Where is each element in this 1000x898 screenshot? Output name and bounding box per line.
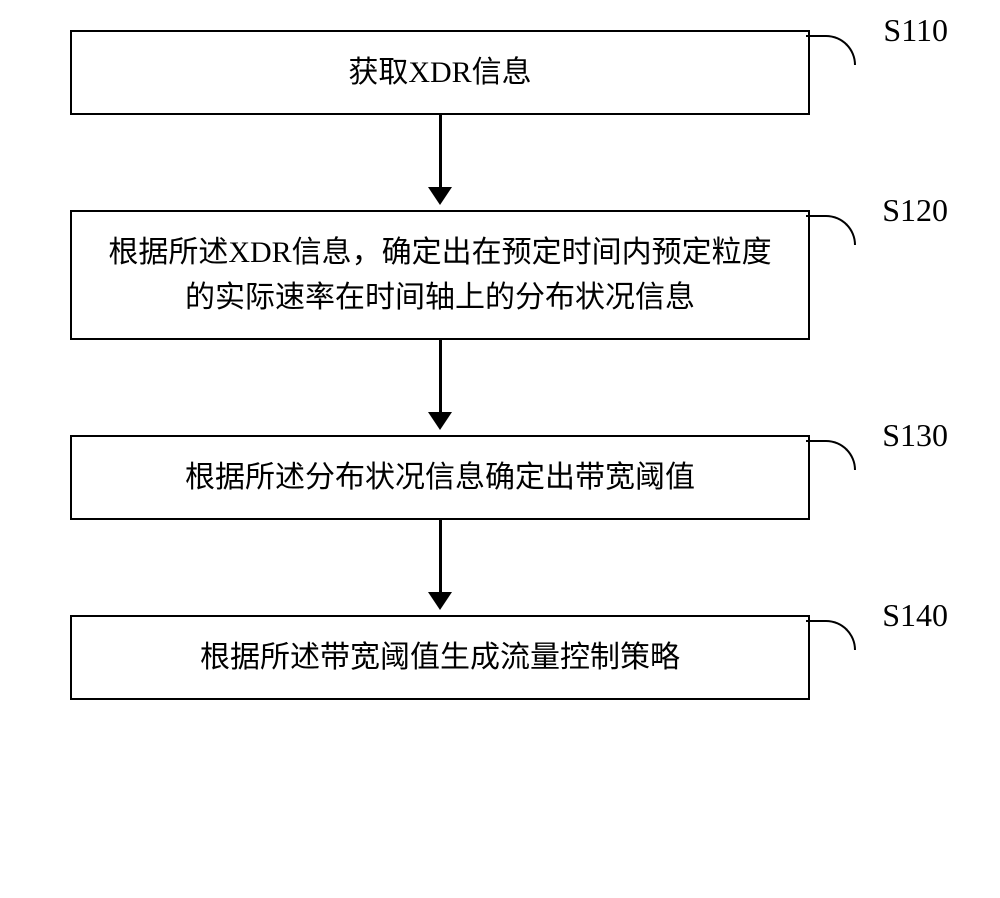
flowchart-step-3: 根据所述分布状况信息确定出带宽阈值 S130	[70, 435, 810, 520]
flowchart-step-1: 获取XDR信息 S110	[70, 30, 810, 115]
arrow-head	[428, 592, 452, 610]
step-label: S110	[883, 12, 948, 49]
flowchart-arrow-2	[70, 340, 810, 435]
label-connector	[806, 215, 856, 245]
step-text: 根据所述带宽阈值生成流量控制策略	[170, 625, 710, 690]
step-text: 根据所述XDR信息，确定出在预定时间内预定粒度的实际速率在时间轴上的分布状况信息	[72, 220, 808, 330]
step-text: 获取XDR信息	[318, 40, 561, 105]
arrow-head	[428, 187, 452, 205]
flowchart-step-4: 根据所述带宽阈值生成流量控制策略 S140	[70, 615, 810, 700]
arrow-line	[439, 115, 442, 190]
label-connector	[806, 620, 856, 650]
step-label: S140	[882, 597, 948, 634]
arrow-line	[439, 520, 442, 595]
step-text: 根据所述分布状况信息确定出带宽阈值	[155, 445, 725, 510]
label-connector	[806, 35, 856, 65]
flowchart-arrow-3	[70, 520, 810, 615]
arrow-line	[439, 340, 442, 415]
step-label: S130	[882, 417, 948, 454]
step-label: S120	[882, 192, 948, 229]
flowchart-container: 获取XDR信息 S110 根据所述XDR信息，确定出在预定时间内预定粒度的实际速…	[50, 30, 950, 700]
label-connector	[806, 440, 856, 470]
arrow-head	[428, 412, 452, 430]
flowchart-arrow-1	[70, 115, 810, 210]
flowchart-step-2: 根据所述XDR信息，确定出在预定时间内预定粒度的实际速率在时间轴上的分布状况信息…	[70, 210, 810, 340]
